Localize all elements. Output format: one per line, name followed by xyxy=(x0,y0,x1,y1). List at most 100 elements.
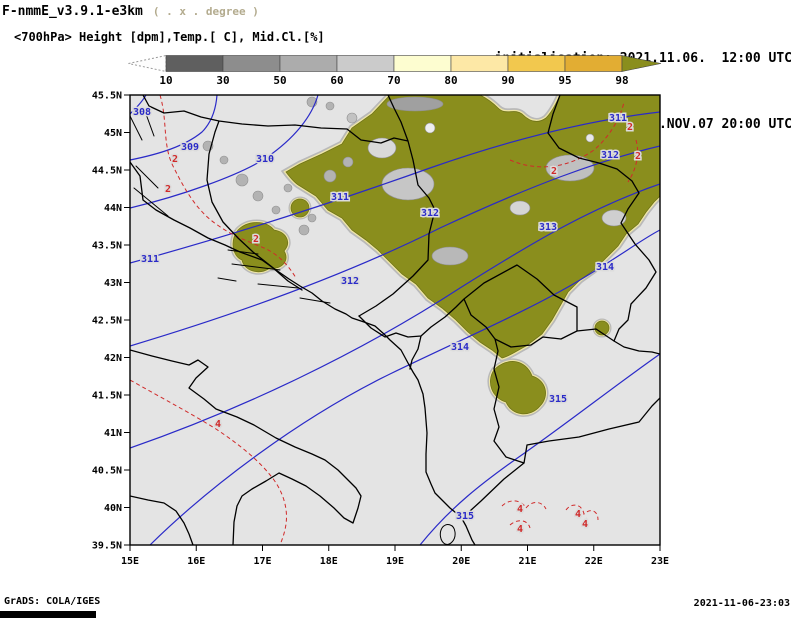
colorbar-tick-labels: 10 30 50 60 70 80 90 95 98 xyxy=(128,74,662,88)
coastline-adriatic-east xyxy=(130,161,476,545)
x-axis-labels: 15E 16E 17E 18E 19E 20E 21E 22E 23E xyxy=(121,556,669,567)
height-label: 311 xyxy=(141,254,159,265)
colorbar-segment xyxy=(336,55,395,72)
axis-tick-marks xyxy=(124,94,661,551)
colorbar-segment xyxy=(564,55,623,72)
temp-label: 4 xyxy=(575,509,581,520)
height-label: 313 xyxy=(539,222,557,233)
header-title-row: F-nmmE_v3.9.1-e3km ( . x . degree ) xyxy=(2,4,259,19)
colorbar-tick: 95 xyxy=(558,74,572,87)
temp-contour xyxy=(159,95,297,279)
height-label: 314 xyxy=(451,342,469,353)
colorbar-segment xyxy=(165,55,224,72)
y-tick-label: 42N xyxy=(104,353,122,364)
temp-contour xyxy=(130,379,287,545)
y-tick-label: 44.5N xyxy=(92,166,122,177)
temp-label: 2 xyxy=(635,151,641,162)
colorbar-tick: 80 xyxy=(444,74,458,87)
creation-timestamp: 2021-11-06-23:03 xyxy=(693,598,790,609)
colorbar-tick: 90 xyxy=(501,74,515,87)
height-label: 310 xyxy=(256,154,274,165)
y-tick-label: 40N xyxy=(104,503,122,514)
coastlines-borders xyxy=(130,95,660,545)
model-title: F-nmmE_v3.9.1-e3km xyxy=(2,4,143,19)
y-tick-label: 43.5N xyxy=(92,241,122,252)
x-tick-label: 18E xyxy=(320,556,338,567)
height-contour-labels: 308 309 310 311 311 311 312 312 312 313 … xyxy=(131,106,628,524)
height-label: 312 xyxy=(421,208,439,219)
height-label: 312 xyxy=(341,276,359,287)
y-axis-labels: 45.5N 45N 44.5N 44N 43.5N 43N 42.5N 42N … xyxy=(92,91,122,552)
y-tick-label: 40.5N xyxy=(92,466,122,477)
colorbar-segment xyxy=(450,55,509,72)
height-label: 315 xyxy=(549,394,567,405)
adriatic-islands xyxy=(130,113,331,304)
colorbar-tick: 70 xyxy=(387,74,401,87)
x-tick-label: 20E xyxy=(452,556,470,567)
colorbar-tick: 50 xyxy=(273,74,287,87)
height-label: 311 xyxy=(609,113,627,124)
temp-label: 2 xyxy=(172,154,178,165)
temp-contour-labels: 2 2 2 2 2 2 4 4 4 4 4 xyxy=(163,121,642,537)
coastline-italy xyxy=(130,349,362,545)
borders-north xyxy=(142,95,436,317)
y-tick-label: 43N xyxy=(104,278,122,289)
y-tick-label: 39.5N xyxy=(92,541,122,552)
height-contour-309 xyxy=(130,95,218,161)
colorbar-tick: 60 xyxy=(330,74,344,87)
x-tick-label: 19E xyxy=(386,556,404,567)
y-tick-label: 44N xyxy=(104,203,122,214)
temp-contour xyxy=(509,101,625,168)
grads-credit: GrADS: COLA/IGES xyxy=(4,596,101,607)
x-tick-label: 22E xyxy=(585,556,603,567)
temp-label: 4 xyxy=(517,524,523,535)
y-tick-label: 41N xyxy=(104,428,122,439)
temp-label: 4 xyxy=(517,504,523,515)
temp-label: 2 xyxy=(165,184,171,195)
height-label: 308 xyxy=(133,107,151,118)
borders-east xyxy=(547,95,660,355)
temp-contour-lines xyxy=(130,95,639,545)
height-contour-314 xyxy=(149,229,660,545)
height-contour-310 xyxy=(130,95,319,209)
map-plot: 45.5N 45N 44.5N 44N 43.5N 43N 42.5N 42N … xyxy=(92,91,669,568)
height-label: 314 xyxy=(596,262,614,273)
colorbar-segment xyxy=(279,55,338,72)
colorbar-tick: 10 xyxy=(159,74,173,87)
temp-label: 4 xyxy=(582,519,588,530)
corfu-island xyxy=(439,524,456,545)
height-label: 315 xyxy=(456,511,474,522)
colorbar-arrow-right xyxy=(621,55,662,72)
colorbar-segment xyxy=(222,55,281,72)
temp-contour xyxy=(627,139,639,183)
temp-label: 4 xyxy=(215,419,221,430)
x-tick-label: 21E xyxy=(518,556,536,567)
colorbar-segment xyxy=(507,55,566,72)
colorbar xyxy=(128,55,662,73)
height-label: 311 xyxy=(331,192,349,203)
y-tick-label: 42.5N xyxy=(92,316,122,327)
temp-label: 2 xyxy=(253,234,259,245)
colorbar-tick: 98 xyxy=(615,74,629,87)
y-tick-label: 45N xyxy=(104,128,122,139)
field-title: <700hPa> Height [dpm],Temp.[ C], Mid.Cl.… xyxy=(14,30,325,44)
x-tick-label: 16E xyxy=(187,556,205,567)
borders-south xyxy=(358,264,660,520)
colorbar-tick: 30 xyxy=(216,74,230,87)
cloud-grey-patches xyxy=(202,96,627,266)
colorbar-arrow-left xyxy=(128,55,167,73)
grid-resolution-note: ( . x . degree ) xyxy=(152,5,259,18)
x-tick-label: 17E xyxy=(253,556,271,567)
height-contour-311 xyxy=(130,111,660,264)
temp-contour xyxy=(501,500,599,529)
temp-label: 2 xyxy=(627,122,633,133)
y-tick-label: 45.5N xyxy=(92,91,122,102)
colorbar-segment xyxy=(393,55,452,72)
height-contour-312 xyxy=(130,145,660,347)
x-tick-label: 15E xyxy=(121,556,139,567)
height-contour-308 xyxy=(130,95,147,115)
height-contour-313 xyxy=(130,183,660,449)
temp-label: 2 xyxy=(551,166,557,177)
x-tick-label: 23E xyxy=(651,556,669,567)
